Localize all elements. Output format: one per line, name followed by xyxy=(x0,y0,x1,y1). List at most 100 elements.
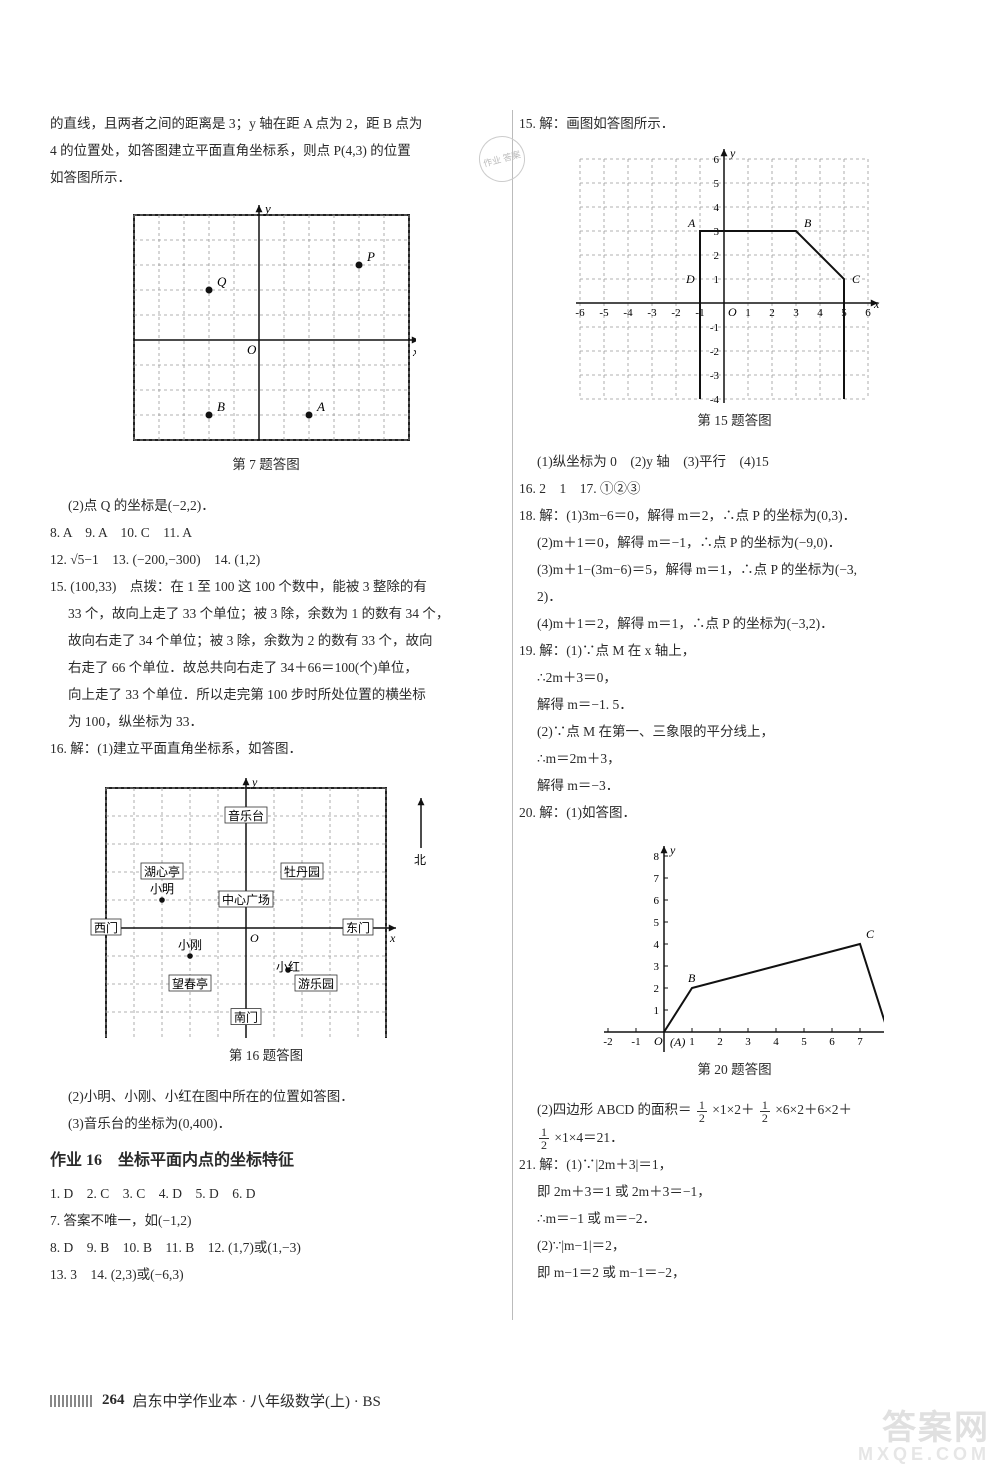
svg-text:O: O xyxy=(728,305,737,319)
svg-text:小刚: 小刚 xyxy=(178,937,202,951)
svg-text:8: 8 xyxy=(654,851,660,863)
footer-text: 启东中学作业本 · 八年级数学(上) · BS xyxy=(133,1390,381,1411)
svg-text:游乐园: 游乐园 xyxy=(298,977,334,991)
svg-text:y: y xyxy=(251,775,258,789)
section-title: 作业 16 坐标平面内点的坐标特征 xyxy=(50,1146,482,1176)
svg-text:5: 5 xyxy=(654,917,660,929)
svg-text:-3: -3 xyxy=(648,307,658,319)
svg-text:音乐台: 音乐台 xyxy=(228,808,264,823)
svg-text:望春亭: 望春亭 xyxy=(172,976,208,991)
svg-text:y: y xyxy=(263,201,271,216)
svg-text:C: C xyxy=(866,927,875,941)
answer-line: 7. 答案不唯一，如(−1,2) xyxy=(50,1209,482,1234)
text-line: 即 2m＋3＝1 或 2m＋3＝−1， xyxy=(519,1180,950,1205)
svg-text:1: 1 xyxy=(746,307,752,319)
text-line: 16. 解：(1)建立平面直角坐标系，如答图． xyxy=(50,737,482,762)
text-line: ∴m＝2m＋3， xyxy=(519,747,950,772)
svg-text:-5: -5 xyxy=(600,307,610,319)
svg-text:-1: -1 xyxy=(632,1036,641,1048)
text-line: (3)m＋1−(3m−6)＝5，解得 m＝1，∴点 P 的坐标为(−3, xyxy=(519,558,950,583)
fraction-half: 12 xyxy=(697,1099,707,1124)
svg-text:4: 4 xyxy=(774,1036,780,1048)
figure-16: Oxy北音乐台湖心亭牡丹园小明中心广场西门东门小刚望春亭小红游乐园南门 第 16… xyxy=(50,768,482,1079)
answer-line: 16. 2 1 17. ①②③ xyxy=(519,477,950,502)
svg-text:-4: -4 xyxy=(624,307,634,319)
fraction-half: 12 xyxy=(539,1126,549,1151)
svg-text:2: 2 xyxy=(770,307,776,319)
text-line: (2)∵|m−1|＝2， xyxy=(519,1234,950,1259)
fig20-svg: -2-11234567812345678Oxy(A)BCD xyxy=(584,832,884,1052)
page-footer: 264 启东中学作业本 · 八年级数学(上) · BS xyxy=(50,1390,381,1411)
svg-text:D: D xyxy=(685,272,695,286)
svg-text:3: 3 xyxy=(794,307,800,319)
text-line: 15. (100,33) 点拨：在 1 至 100 这 100 个数中，能被 3… xyxy=(50,575,482,600)
svg-text:5: 5 xyxy=(802,1036,808,1048)
svg-text:7: 7 xyxy=(858,1036,864,1048)
two-column-layout: 的直线，且两者之间的距离是 3；y 轴在距 A 点为 2，距 B 点为 4 的位… xyxy=(50,110,950,1320)
svg-text:6: 6 xyxy=(830,1036,836,1048)
text-line: (2)点 Q 的坐标是(−2,2)． xyxy=(50,494,482,519)
text-line: (2)小明、小刚、小红在图中所在的位置如答图． xyxy=(50,1085,482,1110)
text-line: 故向右走了 34 个单位；被 3 除，余数为 2 的数有 33 个，故向 xyxy=(50,629,482,654)
svg-text:O: O xyxy=(247,342,257,357)
svg-text:6: 6 xyxy=(714,154,720,166)
answer-line: 1. D 2. C 3. C 4. D 5. D 6. D xyxy=(50,1182,482,1207)
svg-text:3: 3 xyxy=(746,1036,752,1048)
svg-text:y: y xyxy=(729,146,736,160)
svg-text:牡丹园: 牡丹园 xyxy=(284,864,320,879)
svg-text:x: x xyxy=(412,344,416,359)
svg-text:4: 4 xyxy=(818,307,824,319)
text-line: (2)∵点 M 在第一、三象限的平分线上， xyxy=(519,720,950,745)
area-formula: (2)四边形 ABCD 的面积＝ 12 ×1×2＋ 12 ×6×2＋6×2＋ xyxy=(519,1098,950,1123)
answer-line: 8. A 9. A 10. C 11. A xyxy=(50,521,482,546)
fig16-caption: 第 16 题答图 xyxy=(229,1044,303,1069)
svg-text:x: x xyxy=(389,931,396,945)
text-line: 右走了 66 个单位．故总共向右走了 34＋66＝100(个)单位， xyxy=(50,656,482,681)
svg-text:6: 6 xyxy=(654,895,660,907)
svg-text:-6: -6 xyxy=(576,307,586,319)
svg-text:2: 2 xyxy=(718,1036,724,1048)
svg-text:-4: -4 xyxy=(710,394,720,403)
svg-text:-2: -2 xyxy=(672,307,681,319)
svg-text:4: 4 xyxy=(654,939,660,951)
text-line: 解得 m＝−1. 5． xyxy=(519,693,950,718)
text-line: 即 m−1＝2 或 m−1＝−2， xyxy=(519,1261,950,1286)
answer-line: 12. √5−1 13. (−200,−300) 14. (1,2) xyxy=(50,548,482,573)
fig20-caption: 第 20 题答图 xyxy=(697,1058,771,1083)
answer-line: 13. 3 14. (2,3)或(−6,3) xyxy=(50,1263,482,1288)
text-line: 如答图所示． xyxy=(50,166,482,191)
formula-suffix: ×1×4＝21． xyxy=(554,1130,623,1145)
watermark-line2: MXQE.COM xyxy=(858,1445,990,1463)
answer-line: 8. D 9. B 10. B 11. B 12. (1,7)或(1,−3) xyxy=(50,1236,482,1261)
text-line: (4)m＋1＝2，解得 m＝1，∴点 P 的坐标为(−3,2)． xyxy=(519,612,950,637)
svg-text:Q: Q xyxy=(217,274,227,289)
svg-text:-2: -2 xyxy=(604,1036,613,1048)
text-line: 33 个，故向上走了 33 个单位；被 3 除，余数为 1 的数有 34 个， xyxy=(50,602,482,627)
svg-text:P: P xyxy=(366,249,375,264)
footer-decor xyxy=(50,1395,94,1407)
svg-text:A: A xyxy=(687,216,696,230)
svg-text:-1: -1 xyxy=(710,322,719,334)
text-line: 向上走了 33 个单位．所以走完第 100 步时所处位置的横坐标 xyxy=(50,683,482,708)
text-line: ∴m＝−1 或 m＝−2． xyxy=(519,1207,950,1232)
text-line: 21. 解：(1)∵|2m＋3|＝1， xyxy=(519,1153,950,1178)
text-line: 20. 解：(1)如答图． xyxy=(519,801,950,826)
text-line: (2)m＋1＝0，解得 m＝−1，∴点 P 的坐标为(−9,0)． xyxy=(519,531,950,556)
svg-text:O: O xyxy=(654,1034,663,1048)
figure-7: OxyPQBA 第 7 题答图 xyxy=(50,197,482,488)
text-line: (3)音乐台的坐标为(0,400)． xyxy=(50,1112,482,1137)
fig16-svg: Oxy北音乐台湖心亭牡丹园小明中心广场西门东门小刚望春亭小红游乐园南门 xyxy=(86,768,446,1038)
left-column: 的直线，且两者之间的距离是 3；y 轴在距 A 点为 2，距 B 点为 4 的位… xyxy=(50,110,488,1320)
svg-text:小明: 小明 xyxy=(150,881,174,895)
text-line: ∴2m＋3＝0， xyxy=(519,666,950,691)
svg-text:y: y xyxy=(669,843,676,857)
fig7-svg: OxyPQBA xyxy=(116,197,416,447)
svg-text:-3: -3 xyxy=(710,370,720,382)
fig7-caption: 第 7 题答图 xyxy=(232,453,300,478)
svg-text:1: 1 xyxy=(714,274,720,286)
svg-text:B: B xyxy=(804,216,812,230)
svg-text:x: x xyxy=(873,297,880,311)
fig15-caption: 第 15 题答图 xyxy=(697,409,771,434)
svg-text:B: B xyxy=(688,971,696,985)
formula-part: ×6×2＋6×2＋ xyxy=(775,1102,852,1117)
